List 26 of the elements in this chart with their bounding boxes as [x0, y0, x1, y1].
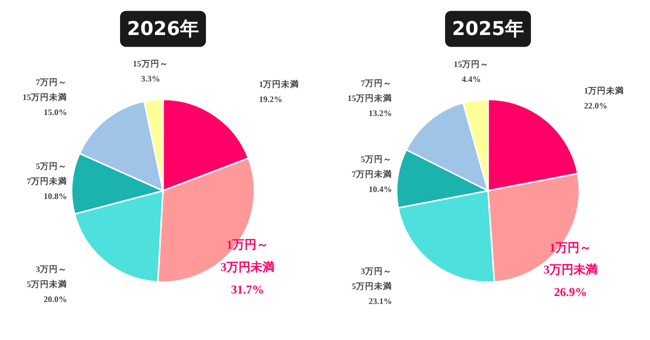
slice-label: 1万円未満	[584, 86, 624, 96]
data-label: 10.8%	[44, 190, 68, 201]
slice-label: 7万円～ 15万円未満	[348, 78, 392, 104]
data-label: 20.0%	[44, 294, 68, 304]
data-label: 19.2%	[258, 94, 282, 104]
data-label: 13.2%	[368, 108, 392, 118]
slice-label: 15万円～	[454, 59, 490, 70]
slice-label: 7万円～ 15万円未満	[22, 77, 68, 102]
slice-label: 5万円～ 7万円未満	[352, 154, 392, 180]
slice-label: 1万円未満	[258, 79, 300, 90]
slice-label: 5万円～ 7万円未満	[26, 160, 68, 186]
data-label: 26.9%	[554, 285, 587, 300]
slice-label: 1万円～ 3万円未満	[220, 238, 274, 274]
data-label: 15.0%	[44, 107, 68, 118]
slice-label: 3万円～ 5万円未満	[26, 264, 68, 289]
chart-title: 2025年	[452, 18, 524, 40]
data-label: 3.3%	[140, 74, 160, 84]
data-label: 31.7%	[230, 282, 264, 296]
data-label: 23.1%	[368, 296, 392, 306]
chart-title: 2026年	[127, 18, 199, 40]
data-label: 4.4%	[462, 74, 481, 84]
data-label: 22.0%	[584, 100, 608, 111]
slice-label: 1万円～ 3万円未満	[543, 240, 598, 277]
slice-label: 15万円～	[132, 58, 168, 69]
data-label: 10.4%	[368, 184, 392, 194]
slice-label: 3万円～ 5万円未満	[352, 266, 392, 291]
